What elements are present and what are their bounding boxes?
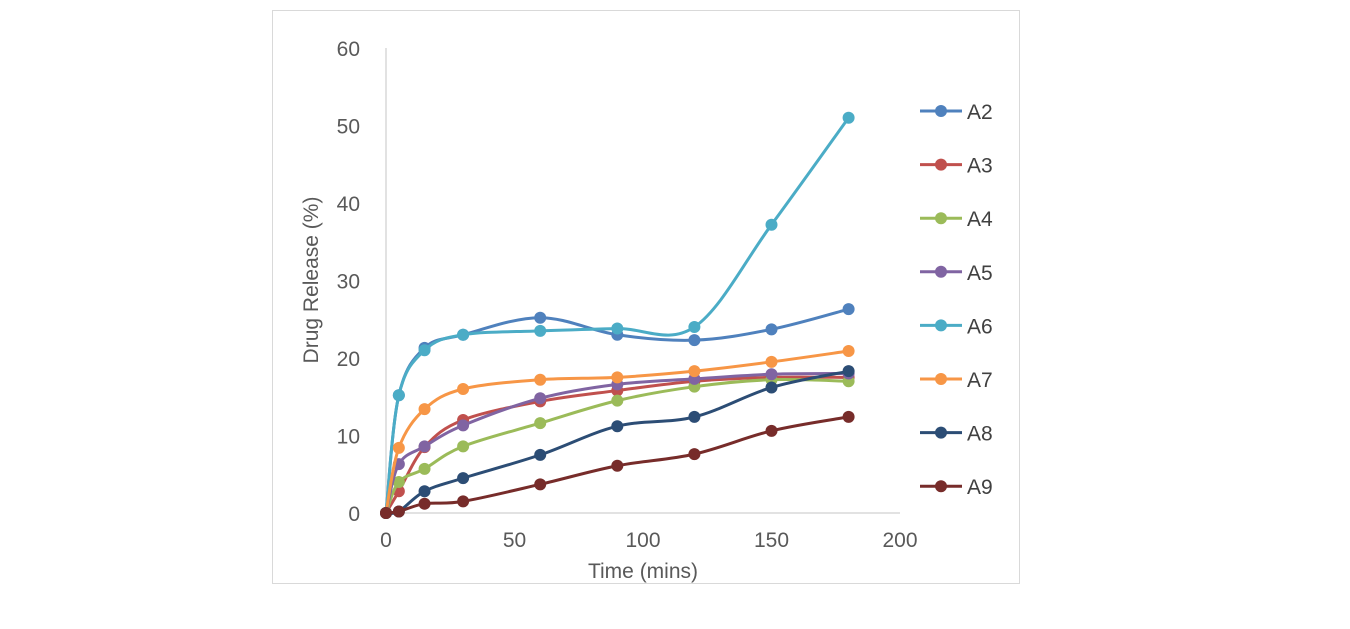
data-point-A7 (392, 441, 405, 454)
data-point-A2 (688, 334, 701, 347)
data-point-A2 (765, 323, 778, 336)
data-point-A8 (418, 485, 431, 498)
data-point-A9 (765, 424, 778, 437)
series-A5 (380, 367, 855, 519)
data-point-A7 (688, 365, 701, 378)
x-tick-label: 150 (754, 529, 789, 552)
data-point-A7 (418, 403, 431, 416)
series-A6 (380, 111, 855, 519)
data-point-A4 (611, 394, 624, 407)
data-point-A8 (842, 365, 855, 378)
legend-marker (935, 319, 947, 332)
legend-label: A7 (967, 369, 993, 392)
y-tick-label: 40 (337, 193, 360, 216)
y-tick-label: 10 (337, 426, 360, 449)
y-tick-label: 20 (337, 348, 360, 371)
data-point-A4 (392, 476, 405, 488)
legend-marker (935, 212, 947, 225)
y-tick-label: 30 (337, 271, 360, 294)
x-tick-label: 50 (503, 529, 526, 552)
legend-marker (935, 373, 947, 385)
data-point-A4 (457, 440, 470, 453)
legend-label: A5 (967, 262, 993, 285)
data-point-A6 (765, 218, 778, 231)
data-point-A6 (418, 344, 431, 357)
data-point-A6 (457, 328, 470, 341)
data-point-A9 (688, 448, 701, 461)
data-point-A6 (842, 111, 855, 124)
data-point-A6 (611, 322, 624, 335)
legend-item-A3: A3 (920, 155, 993, 178)
legend-marker (935, 480, 947, 493)
legend-label: A4 (967, 208, 993, 231)
data-point-A7 (765, 355, 778, 368)
legend-marker (935, 426, 947, 439)
x-axis-label: Time (mins) (588, 560, 698, 583)
data-point-A9 (392, 505, 405, 518)
legend-marker (935, 105, 947, 117)
data-point-A5 (418, 440, 431, 453)
data-point-A9 (380, 507, 392, 519)
data-point-A8 (534, 448, 547, 461)
data-point-A6 (392, 389, 405, 402)
data-point-A7 (457, 383, 470, 395)
data-point-A5 (457, 419, 470, 432)
data-point-A8 (457, 472, 470, 485)
legend-label: A3 (967, 155, 993, 178)
data-point-A9 (534, 478, 547, 491)
legend-label: A2 (967, 101, 993, 124)
data-point-A4 (534, 417, 547, 430)
data-point-A2 (534, 311, 547, 324)
legend-label: A8 (967, 423, 993, 446)
y-tick-label: 0 (348, 503, 360, 526)
legend-marker (935, 158, 947, 171)
series-A4 (380, 373, 855, 519)
data-point-A2 (842, 303, 855, 316)
data-point-A6 (688, 321, 701, 333)
legend-label: A6 (967, 315, 993, 338)
legend-item-A8: A8 (920, 423, 993, 446)
data-point-A8 (765, 381, 778, 394)
data-point-A7 (611, 371, 624, 384)
y-tick-label: 50 (337, 116, 360, 139)
data-point-A9 (611, 459, 624, 472)
series-A7 (380, 345, 855, 519)
x-tick-label: 100 (625, 529, 660, 552)
chart-frame (272, 10, 1020, 584)
legend-item-A2: A2 (920, 101, 993, 124)
legend-item-A5: A5 (920, 262, 993, 285)
legend-item-A6: A6 (920, 315, 993, 338)
legend-item-A9: A9 (920, 476, 993, 499)
data-point-A8 (611, 420, 624, 433)
data-point-A6 (534, 324, 547, 337)
legend-item-A7: A7 (920, 369, 993, 392)
y-tick-label: 60 (337, 38, 360, 61)
data-point-A7 (842, 345, 855, 358)
legend-label: A9 (967, 476, 993, 499)
data-point-A9 (418, 497, 431, 510)
legend-item-A4: A4 (920, 208, 993, 231)
data-point-A4 (418, 462, 431, 475)
legend-marker (935, 265, 947, 278)
x-tick-label: 200 (882, 529, 917, 552)
data-point-A9 (457, 495, 470, 508)
data-point-A8 (688, 410, 701, 423)
data-point-A9 (842, 410, 855, 423)
series-A9 (380, 410, 855, 519)
x-tick-label: 0 (380, 529, 392, 552)
data-point-A5 (765, 368, 778, 381)
series-line-A6 (384, 116, 850, 514)
y-axis-label: Drug Release (%) (300, 197, 323, 364)
data-point-A7 (534, 373, 547, 386)
data-point-A5 (534, 392, 547, 405)
series-line-A8 (385, 369, 849, 516)
